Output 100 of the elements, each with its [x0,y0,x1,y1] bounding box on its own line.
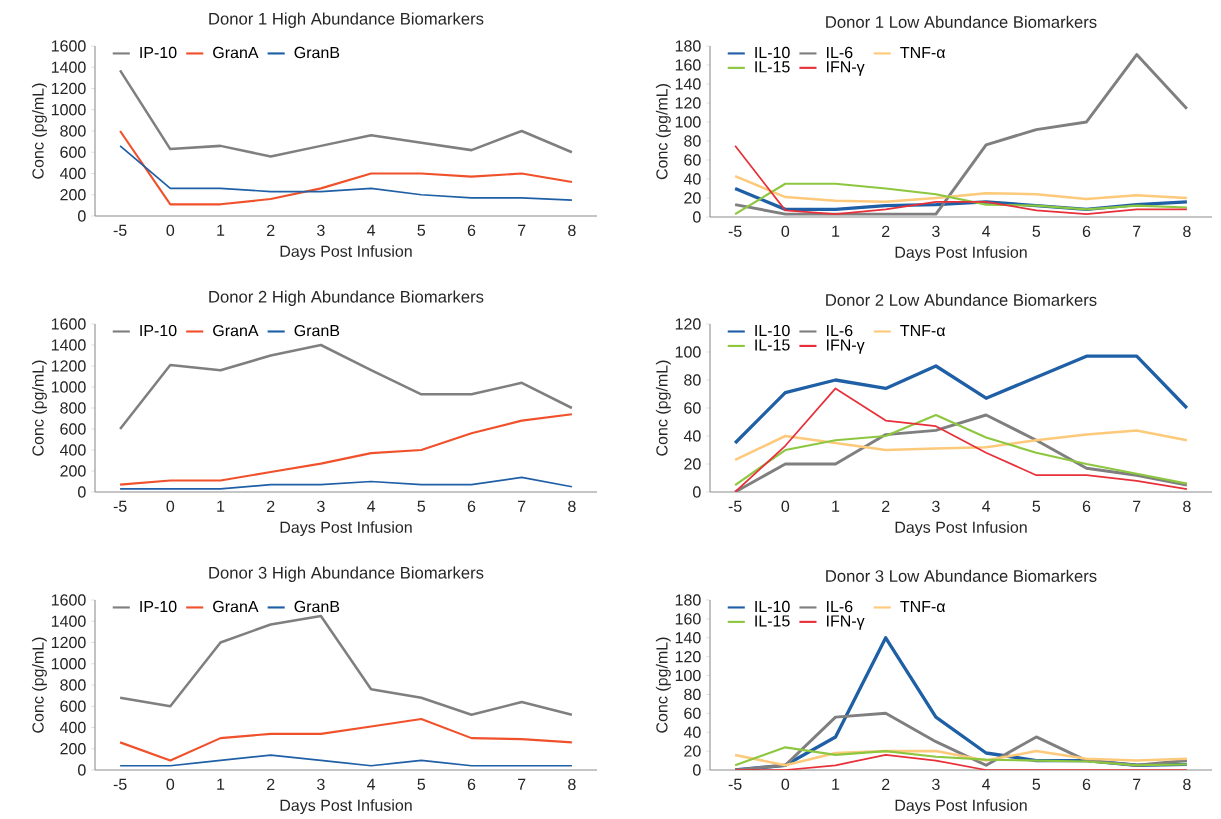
line-series [733,174,1189,204]
x-tick-label: 1 [832,778,840,790]
y-tick-label: 0 [693,764,701,776]
y-axis-title: Conc (pg/mL) [655,84,671,180]
x-tick-label: 4 [982,778,991,790]
y-tick-label: 180 [675,594,701,606]
legend-label: GranB [294,324,340,337]
x-tick-label: 5 [417,224,426,236]
y-tick-label: 400 [59,444,86,456]
x-tick-label: 2 [267,500,275,512]
y-tick-label: 20 [684,192,701,204]
legend-label: IP-10 [140,600,177,613]
y-tick-label: 120 [675,97,701,109]
x-tick-label: 4 [367,778,376,790]
x-tick-label: -5 [113,500,127,512]
y-tick-label: 40 [683,173,701,185]
x-tick-label: 5 [1032,225,1041,237]
y-tick-label: 1400 [51,339,86,351]
x-tick-label: 4 [982,225,991,237]
y-tick-label: 20 [684,745,701,757]
x-axis-title: Days Post Infusion [895,521,1027,537]
x-tick-label: -5 [728,225,742,237]
y-tick-label: 1200 [51,82,86,95]
x-tick-label: 1 [217,500,225,512]
y-tick-label: 1200 [51,360,86,372]
x-tick-label: 1 [217,778,225,790]
x-tick-label: -5 [728,778,742,790]
line-series [733,354,1189,445]
x-tick-label: 7 [1133,225,1141,237]
chart-title: Donor 3 Low Abundance Biomarkers [826,569,1097,582]
y-tick-label: 60 [684,402,701,414]
line-series [119,413,573,486]
y-axis-title: Conc (pg/mL) [31,637,47,733]
legend-label: IFN-γ [827,61,865,76]
x-tick-label: 5 [1032,500,1041,512]
legend-label: IFN-γ [827,339,865,354]
legend-label: TNF-α [900,46,946,59]
y-tick-label: 1000 [51,381,86,393]
x-tick-label: 3 [317,500,325,513]
y-tick-label: 120 [675,318,701,330]
y-tick-label: 180 [675,40,701,52]
legend-label: IFN-γ [827,615,865,630]
x-tick-label: 3 [317,778,325,791]
y-tick-label: 1200 [51,636,86,649]
x-tick-label: 6 [1082,500,1091,513]
y-tick-label: 600 [60,423,86,435]
legend-label: GranB [294,46,340,59]
y-tick-label: 120 [675,651,701,663]
y-tick-label: 1000 [51,658,86,670]
y-tick-label: 0 [78,486,86,498]
x-tick-label: 0 [781,500,790,513]
y-tick-label: 400 [59,167,86,180]
legend-label: IL-10 [755,46,790,59]
legend-label: IL-15 [755,61,790,73]
y-tick-label: 60 [684,154,701,166]
x-tick-label: 0 [781,225,790,238]
x-tick-label: 8 [1183,778,1191,791]
x-tick-label: 7 [1133,778,1141,790]
x-tick-label: -5 [113,778,127,790]
x-tick-label: 5 [1032,778,1041,790]
x-tick-label: 7 [518,500,526,512]
line-series [118,614,574,717]
y-tick-label: 0 [693,211,701,223]
x-axis-title: Days Post Infusion [895,246,1027,262]
line-series [733,429,1189,462]
y-tick-label: 0 [78,210,86,222]
legend-label: GranA [213,324,259,337]
line-series [119,129,573,206]
line-series [118,69,574,158]
y-tick-label: 100 [675,346,701,358]
x-tick-label: 7 [518,224,526,236]
legend-label: IL-10 [755,324,790,337]
x-tick-label: 7 [518,778,526,790]
x-axis-title: Days Post Infusion [280,245,412,261]
x-tick-label: 1 [217,224,225,236]
y-tick-label: 400 [59,721,86,734]
x-tick-label: 1 [832,500,840,512]
x-tick-label: 5 [417,778,426,790]
legend-label: IP-10 [140,46,177,59]
x-tick-label: 2 [267,778,275,790]
y-tick-label: 160 [675,59,701,71]
x-tick-label: 1 [832,225,840,237]
y-tick-label: 200 [60,465,86,477]
x-tick-label: 0 [166,224,175,237]
legend-label: IL-6 [827,46,853,59]
y-tick-label: 80 [684,688,701,701]
x-tick-label: 0 [781,778,790,791]
y-tick-label: 200 [60,743,86,755]
legend-label: IL-10 [755,600,790,613]
x-tick-label: 0 [166,778,175,791]
x-tick-label: 4 [367,224,376,236]
y-axis-title: Conc (pg/mL) [31,360,47,456]
x-tick-label: 2 [882,500,890,512]
line-series [119,717,573,762]
chart-title: Donor 1 High Abundance Biomarkers [209,12,484,28]
legend-label: IL-15 [755,339,790,351]
legend-label: TNF-α [900,600,946,613]
y-tick-label: 0 [78,764,86,776]
y-tick-label: 1400 [51,61,86,73]
x-tick-label: -5 [728,500,742,512]
